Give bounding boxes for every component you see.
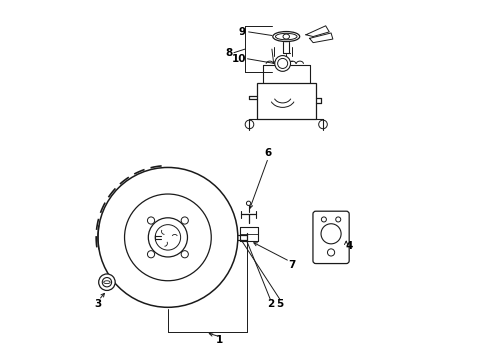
Circle shape: [181, 251, 188, 258]
Circle shape: [98, 274, 115, 291]
Text: 8: 8: [225, 48, 233, 58]
Circle shape: [181, 217, 188, 224]
Text: 5: 5: [276, 299, 284, 309]
Polygon shape: [310, 33, 333, 42]
Text: 2: 2: [267, 299, 274, 309]
Text: 9: 9: [239, 27, 246, 37]
Bar: [257, 83, 316, 119]
Circle shape: [275, 55, 291, 71]
Text: 3: 3: [95, 300, 101, 310]
Text: 4: 4: [345, 241, 353, 251]
Ellipse shape: [104, 281, 110, 284]
Circle shape: [278, 58, 288, 68]
Circle shape: [147, 217, 155, 224]
Text: 7: 7: [289, 260, 296, 270]
Ellipse shape: [246, 201, 251, 206]
Ellipse shape: [275, 33, 297, 40]
Polygon shape: [306, 26, 329, 37]
Circle shape: [318, 120, 327, 129]
Circle shape: [147, 251, 155, 258]
Text: 6: 6: [265, 148, 272, 158]
Circle shape: [245, 120, 254, 129]
Circle shape: [98, 167, 238, 307]
Circle shape: [102, 278, 112, 287]
Text: 1: 1: [216, 334, 223, 345]
Circle shape: [321, 224, 341, 244]
Ellipse shape: [273, 32, 300, 41]
Circle shape: [124, 194, 211, 281]
Ellipse shape: [283, 34, 290, 39]
Text: 10: 10: [232, 54, 246, 64]
Circle shape: [321, 217, 326, 222]
Circle shape: [327, 249, 335, 256]
Circle shape: [155, 225, 181, 250]
Circle shape: [336, 217, 341, 222]
FancyBboxPatch shape: [313, 211, 349, 264]
Circle shape: [148, 218, 188, 257]
